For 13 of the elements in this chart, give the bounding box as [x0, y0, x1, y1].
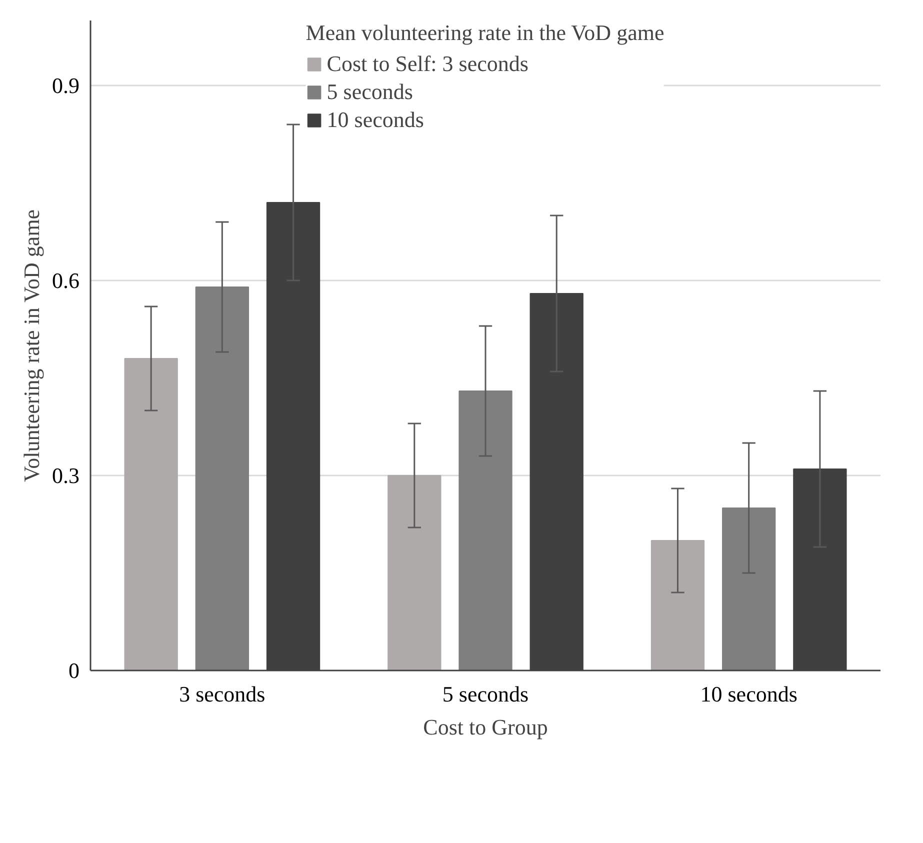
legend-label: 10 seconds: [326, 107, 424, 133]
y-tick-label: 0.3: [52, 463, 80, 488]
legend-label: Cost to Self: 3 seconds: [326, 51, 528, 77]
x-axis-title: Cost to Group: [423, 714, 548, 740]
y-tick-label: 0: [68, 658, 80, 683]
x-tick-label: 10 seconds: [700, 682, 798, 706]
x-tick-label: 5 seconds: [442, 682, 529, 706]
y-tick-label: 0.6: [52, 268, 80, 293]
y-tick-label: 0.9: [52, 73, 80, 98]
legend-title: Mean volunteering rate in the VoD game: [306, 20, 664, 46]
y-axis-title: Volunteering rate in VoD game: [19, 209, 44, 482]
x-tick-label: 3 seconds: [179, 682, 266, 706]
legend-label: 5 seconds: [326, 79, 413, 105]
